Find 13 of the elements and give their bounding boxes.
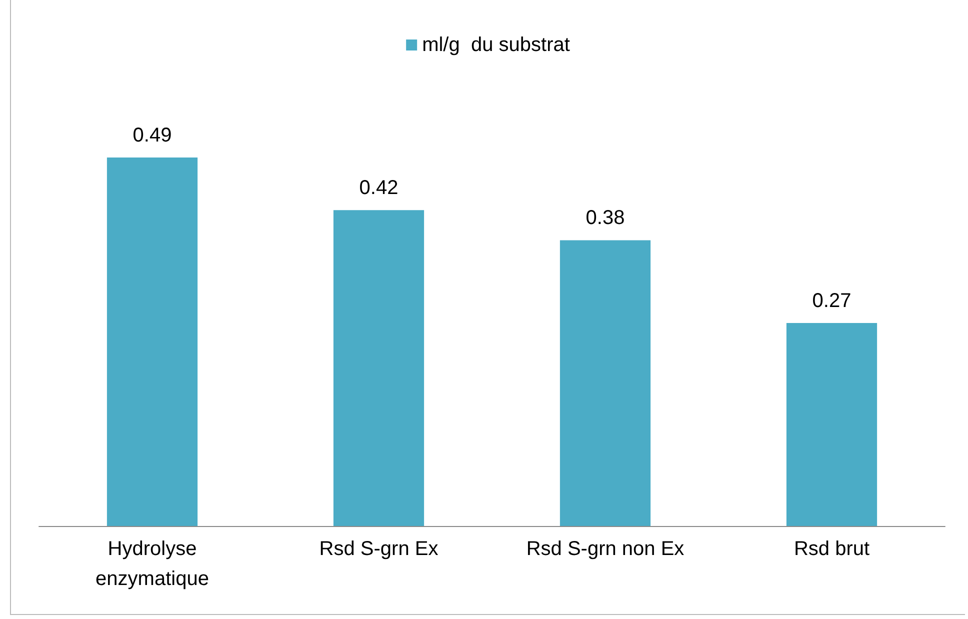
data-label: 0.27	[812, 290, 852, 312]
bar	[560, 240, 651, 526]
x-tick-label: Hydrolyse enzymatique	[96, 538, 209, 590]
data-label: 0.38	[586, 207, 625, 230]
bar	[106, 158, 198, 526]
data-label: 0.42	[359, 177, 398, 200]
bar	[786, 322, 878, 526]
bar	[333, 210, 424, 526]
data-label: 0.49	[132, 124, 172, 147]
legend-label: ml/g du substrat	[422, 34, 570, 56]
x-tick-label: Rsd S-grn non Ex	[526, 538, 684, 560]
x-tick-label: Rsd brut	[794, 538, 870, 560]
x-tick-label: Rsd S-grn Ex	[319, 538, 438, 560]
